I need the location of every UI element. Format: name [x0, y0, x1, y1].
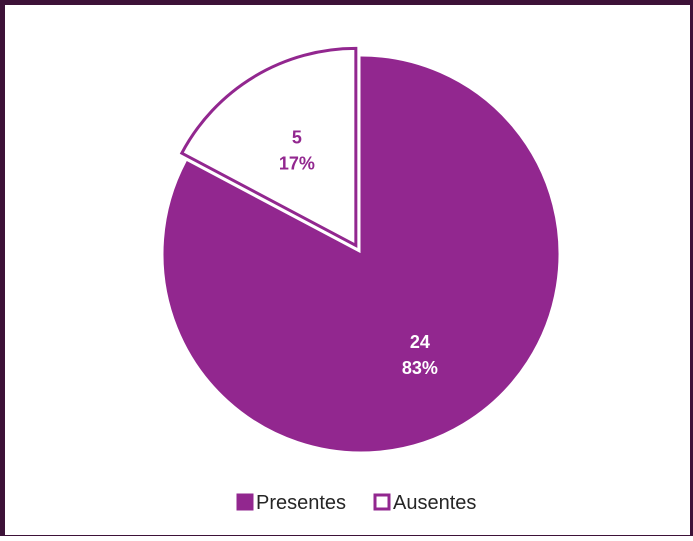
pie-slice-ausentes [179, 46, 358, 248]
data-label-value-presentes: 24 [410, 332, 430, 352]
legend: Presentes Ausentes [236, 492, 476, 514]
data-label-value-ausentes: 5 [292, 128, 302, 148]
pie-chart: 24 83% 5 17% Presentes Ausentes [163, 46, 559, 514]
legend-label-ausentes: Ausentes [393, 492, 476, 514]
data-labels: 24 83% 5 17% [279, 128, 438, 378]
legend-swatch-ausentes [373, 493, 391, 511]
data-label-percent-ausentes: 17% [279, 154, 315, 174]
legend-swatch-presentes [236, 493, 254, 511]
pie-slices [163, 46, 559, 452]
data-label-percent-presentes: 83% [402, 358, 438, 378]
legend-label-presentes: Presentes [256, 492, 346, 514]
pie-slice-presentes [163, 56, 559, 452]
